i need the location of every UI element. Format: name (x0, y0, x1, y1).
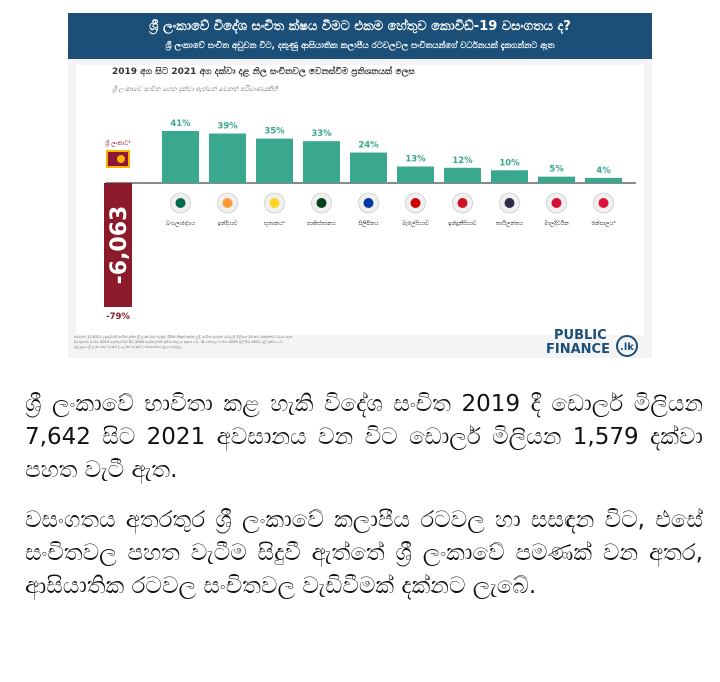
bar (491, 170, 528, 183)
bar (350, 152, 387, 183)
bar (256, 138, 293, 183)
flag-icon (269, 198, 280, 208)
flag-icon (117, 155, 125, 163)
data-label: 35% (264, 127, 285, 137)
data-label: 39% (217, 122, 238, 132)
infographic-banner: ශ්‍රී ලංකාවේ විදේශ සංචිත ක්ෂය වීමට එකම හ… (68, 13, 652, 59)
chart-title: 2019 අග සිට 2021 අග දක්වා දළ නිල සංචිතවල… (112, 67, 415, 77)
flag-icon (457, 198, 468, 208)
tick-label: ඉන්දියාව (217, 220, 237, 227)
tick-label: බංගලාදේශය (166, 220, 195, 227)
flag-icon (363, 198, 374, 208)
bar (303, 141, 340, 183)
bar (162, 131, 199, 183)
flag-icon (222, 198, 233, 208)
chart-subtitle: ශ්‍රී ලංකාවේ සංචිත ගෙන දක්වා ඇත්තේ වෙනත්… (112, 85, 278, 93)
tick-label: තායිලන්තය (496, 220, 523, 227)
footnote: සටහන්: 1) 2021 දෙසැම්බර් සංචිත දත්ත ශ්‍ර… (74, 335, 294, 339)
infographic: ශ්‍රී ලංකාවේ විදේශ සංචිත ක්ෂය වීමට එකම හ… (68, 13, 652, 358)
article-paragraph: වසංගතය අතරතුර ශ්‍රී ලංකාවේ කලාපීය රටවල හ… (25, 507, 703, 599)
article-paragraph: ශ්‍රී ලංකාවේ භාවිතා කළ හැකි විදේශ සංචිත … (25, 391, 703, 483)
logo-line-1: PUBLIC (554, 328, 607, 343)
bar (209, 133, 246, 183)
bar (104, 183, 132, 307)
footnote: 2) භූතාන සංඛ්‍යා 2019 සැප්තැම්බර් සිට 20… (74, 340, 284, 344)
flag-icon (175, 198, 186, 208)
logo-badge: .lk (616, 335, 638, 357)
footnotes: සටහන්: 1) 2021 දෙසැම්බර් සංචිත දත්ත ශ්‍ර… (74, 335, 544, 350)
footnote: මූලාශ්‍රය: ශ්‍රී ලංකා මහ බැංකුව | ලෝක බැ… (74, 345, 182, 349)
infographic-title: ශ්‍රී ලංකාවේ විදේශ සංචිත ක්ෂය වීමට එකම හ… (149, 19, 571, 34)
chart-panel: 2019 අග සිට 2021 අග දක්වා දළ නිල සංචිතවල… (76, 65, 644, 335)
data-label: 33% (311, 129, 332, 139)
data-label: 5% (549, 165, 564, 175)
bar-chart: -6,063 -79% ශ්‍රී ලංකාව¹ 41% බංගලාදේශය 39% ඉන්… (104, 119, 636, 322)
flag-icon (410, 198, 421, 208)
bar (538, 176, 575, 183)
flag-icon (551, 198, 562, 208)
logo-line-2: FINANCE (546, 342, 610, 357)
article-body: ශ්‍රී ලංකාවේ භාවිතා කළ හැකි විදේශ සංචිත … (25, 388, 703, 620)
data-label: 12% (452, 156, 473, 166)
data-label: 24% (358, 141, 379, 151)
tick-label: මැලේසියාව (402, 220, 429, 227)
tick-label: පාකිස්තානය (307, 220, 336, 227)
data-label: -79% (106, 312, 130, 322)
flag-icon (316, 198, 327, 208)
flag-icon (504, 198, 515, 208)
tick-label: ඉන්දුනීසියාව (448, 220, 477, 227)
tick-label: මාලදිවයින (544, 220, 569, 227)
infographic-subtitle: ශ්‍රී ලංකාවේ සංචිත අඩුවන විට, දකුණු ආසිය… (165, 41, 555, 51)
public-finance-logo: PUBLIC FINANCE .lk (546, 327, 646, 357)
bar (397, 166, 434, 183)
flag-icon (598, 198, 609, 208)
bar (444, 167, 481, 183)
tick-label: පිලිපීනය (358, 220, 378, 227)
data-label: 41% (170, 119, 191, 129)
bar (585, 177, 622, 183)
tick-label: ශ්‍රී ලංකාව¹ (104, 140, 131, 148)
data-label: 10% (499, 158, 520, 168)
tick-label: නේපාලය³ (591, 220, 615, 227)
tick-label: භූතානය² (264, 220, 285, 227)
data-label: 4% (596, 166, 611, 176)
highlight-label: -6,063 (107, 206, 132, 285)
data-label: 13% (405, 155, 426, 165)
